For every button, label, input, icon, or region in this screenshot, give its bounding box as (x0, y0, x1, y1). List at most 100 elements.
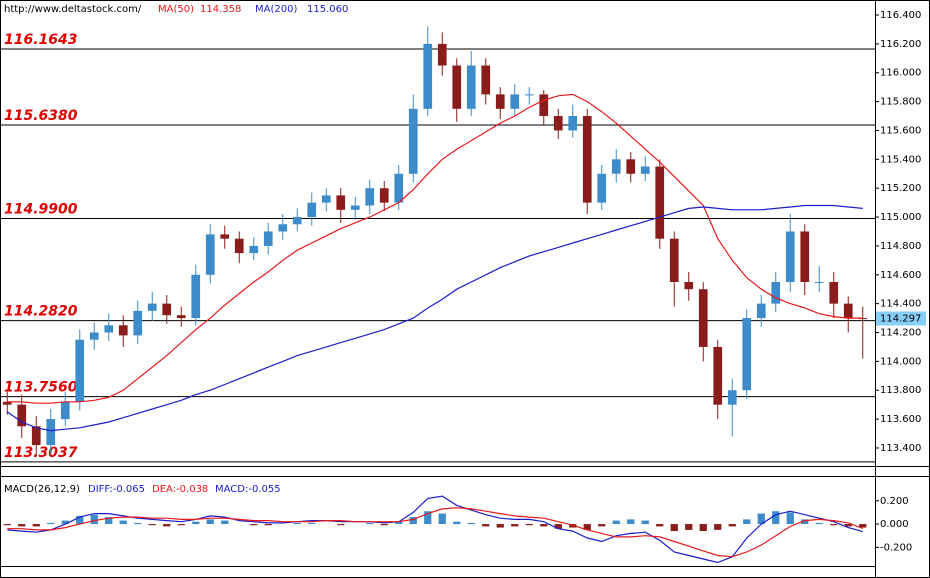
candle-body (278, 224, 288, 232)
y-tick-label: 113.600 (880, 414, 921, 425)
level-label: 114.9900 (4, 201, 78, 217)
y-tick-label: 0.000 (880, 519, 909, 530)
macd-bar (119, 520, 127, 525)
candle-body (437, 43, 447, 66)
macd-bar (772, 511, 780, 525)
macd-bar (395, 521, 403, 525)
candle-body (452, 65, 462, 109)
y-tick-label: 114.400 (880, 299, 921, 310)
candle-body (234, 238, 244, 254)
candle-body (118, 325, 128, 336)
macd-bar (714, 524, 722, 530)
legend-value: 115.060 (307, 4, 348, 15)
macd-bar (424, 511, 432, 525)
macd-bar (801, 519, 809, 525)
candle-body (162, 303, 172, 316)
candle-body (17, 404, 27, 427)
macd-bar (511, 524, 519, 527)
ma-line (6, 204, 863, 432)
y-tick-label: 116.000 (880, 68, 921, 79)
source-label: http://www.deltastock.com/ (4, 4, 142, 15)
candle-body (553, 116, 563, 131)
macd-bar (728, 524, 736, 527)
ma-line (7, 93, 863, 404)
candle-body (684, 281, 694, 290)
macd-bar (380, 524, 388, 526)
macd-bar (685, 524, 693, 530)
macd-bar (453, 521, 461, 525)
level-label: 113.3037 (4, 445, 78, 461)
last-price-box (876, 311, 926, 326)
candle-body (466, 65, 476, 109)
level-label: 116.1643 (4, 32, 78, 48)
candle-body (133, 310, 143, 336)
candle-body (669, 238, 679, 282)
macd-bar (206, 519, 214, 525)
macd-bar (815, 522, 823, 525)
macd-bar (612, 520, 620, 525)
macd-bar (221, 520, 229, 525)
macd-bar (844, 524, 852, 527)
macd-bar (264, 524, 272, 526)
candle-body (698, 289, 708, 347)
macd-bar (699, 524, 707, 532)
macd-line (7, 495, 863, 564)
macd-bar (134, 522, 142, 525)
macd-bar (525, 524, 533, 526)
macd-bar (540, 524, 548, 527)
candle-body (350, 205, 360, 210)
candle-body (510, 94, 520, 109)
last-price-label: 114.297 (880, 314, 921, 325)
candle-body (89, 332, 99, 340)
y-tick-label: 116.200 (880, 39, 921, 50)
macd-bar (656, 524, 664, 527)
candle-body (785, 231, 795, 282)
candle-body (800, 231, 810, 282)
macd-bar (743, 519, 751, 525)
macd-bar (409, 517, 417, 525)
candle-body (104, 325, 114, 333)
legend-value: DIFF:-0.065 (88, 484, 145, 495)
macd-bar (308, 522, 316, 525)
macd-bar (47, 522, 55, 525)
macd-bar (496, 524, 504, 528)
candle-body (756, 303, 766, 319)
candle-body (365, 188, 375, 206)
y-tick-label: 114.600 (880, 270, 921, 281)
candle-body (408, 108, 418, 174)
y-tick-label: 0.200 (880, 496, 909, 507)
candle-body (655, 166, 665, 239)
y-tick-label: 113.400 (880, 443, 921, 454)
candle-body (75, 339, 85, 402)
macd-bar (163, 524, 171, 527)
legend-name: MA(200) (255, 4, 297, 15)
candle-body (292, 217, 302, 225)
y-tick-label: 114.200 (880, 328, 921, 339)
macd-bar (786, 512, 794, 525)
macd-bar (482, 524, 490, 527)
candle-body (249, 245, 259, 254)
macd-bar (554, 524, 562, 529)
legend-value: 114.358 (200, 4, 241, 15)
candle-body (611, 159, 621, 174)
y-tick-label: 115.400 (880, 154, 921, 165)
macd-bar (583, 524, 591, 530)
macd-bar (366, 522, 374, 525)
macd-bar (250, 524, 258, 526)
level-label: 114.2820 (4, 304, 78, 320)
candle-body (394, 173, 404, 203)
candle-body (2, 401, 12, 405)
candle-body (46, 419, 56, 446)
macd-bar (627, 519, 635, 525)
candle-body (539, 94, 549, 117)
candle-body (220, 234, 230, 239)
y-tick-label: 115.600 (880, 125, 921, 136)
macd-bar (3, 524, 11, 526)
y-tick-label: -0.200 (880, 542, 912, 553)
candle-body (597, 173, 607, 203)
macd-bar (76, 515, 84, 525)
y-tick-label: 115.200 (880, 183, 921, 194)
candle-body (771, 281, 781, 304)
candle-body (713, 346, 723, 405)
candle-body (191, 274, 201, 319)
